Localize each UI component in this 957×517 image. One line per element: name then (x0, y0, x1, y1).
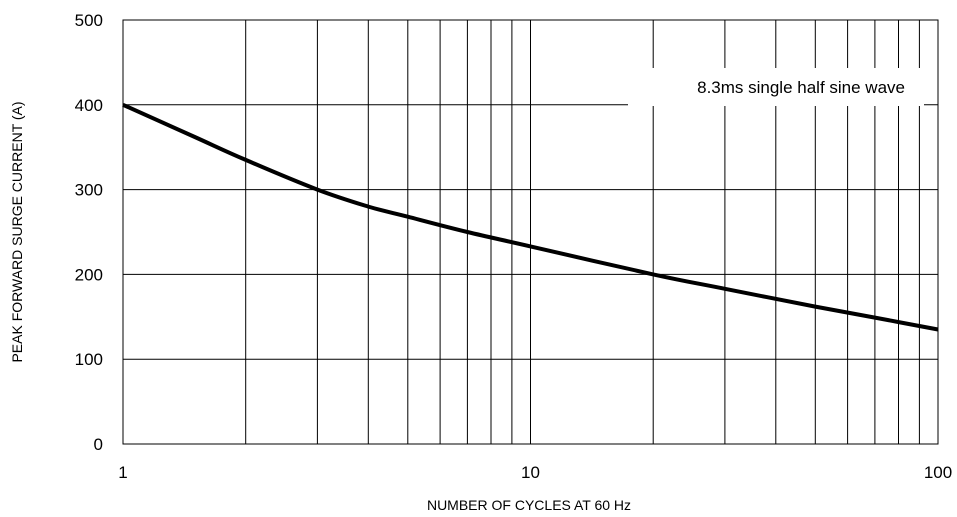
y-axis-label: PEAK FORWARD SURGE CURRENT (A) (9, 101, 25, 362)
x-axis-label: NUMBER OF CYCLES AT 60 Hz (427, 497, 631, 513)
annotation-box: 8.3ms single half sine wave (628, 68, 924, 106)
x-tick-labels: 1 10 100 (118, 463, 952, 482)
y-tick-label: 100 (75, 350, 103, 369)
x-tick-label: 10 (521, 463, 540, 482)
y-tick-label: 0 (94, 435, 103, 454)
y-tick-label: 200 (75, 265, 103, 284)
x-tick-label: 1 (118, 463, 127, 482)
series-layer (122, 102, 939, 332)
surge-current-curve (122, 102, 939, 332)
y-tick-labels: 0 100 200 300 400 500 (75, 11, 103, 454)
y-tick-label: 500 (75, 11, 103, 30)
y-tick-label: 400 (75, 96, 103, 115)
y-tick-label: 300 (75, 181, 103, 200)
annotation-text: 8.3ms single half sine wave (697, 78, 905, 97)
plot-frame (122, 19, 939, 445)
x-tick-label: 100 (924, 463, 952, 482)
